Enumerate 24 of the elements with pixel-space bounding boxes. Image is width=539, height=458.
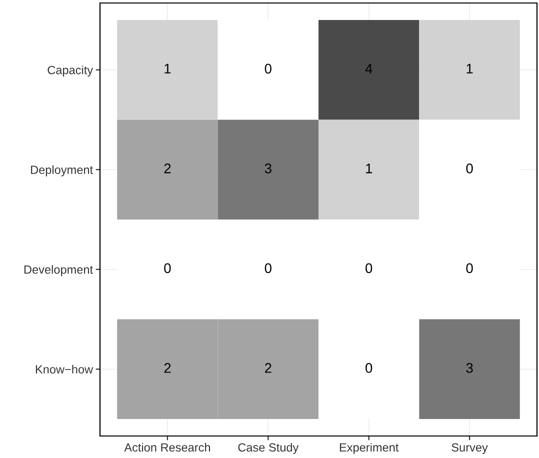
data-label: 1 <box>164 64 171 74</box>
data-label: 4 <box>365 64 372 74</box>
data-label: 3 <box>264 164 272 174</box>
data-label: 0 <box>264 263 272 274</box>
y-tick-label: Development <box>24 265 93 276</box>
y-tick-label: Deployment <box>31 165 93 176</box>
data-label: 0 <box>466 164 473 174</box>
data-label: 0 <box>264 64 272 74</box>
y-tick-label: Capacity <box>48 66 94 77</box>
y-tick-label: Know−how <box>36 364 94 374</box>
x-tick-label: Action Research <box>124 442 210 452</box>
data-label: 2 <box>264 363 272 373</box>
data-label: 2 <box>164 164 171 174</box>
x-tick-label: Experiment <box>340 442 399 454</box>
data-label: 1 <box>366 164 372 174</box>
data-label: 2 <box>164 363 171 373</box>
data-label: 0 <box>466 263 473 274</box>
data-label: 1 <box>466 64 473 74</box>
data-label: 0 <box>366 363 372 373</box>
x-tick-label: Survey <box>452 443 488 454</box>
data-label: 0 <box>366 263 372 274</box>
data-label: 3 <box>466 363 473 373</box>
x-tick-label: Case Study <box>238 442 299 454</box>
data-label: 0 <box>164 263 171 274</box>
